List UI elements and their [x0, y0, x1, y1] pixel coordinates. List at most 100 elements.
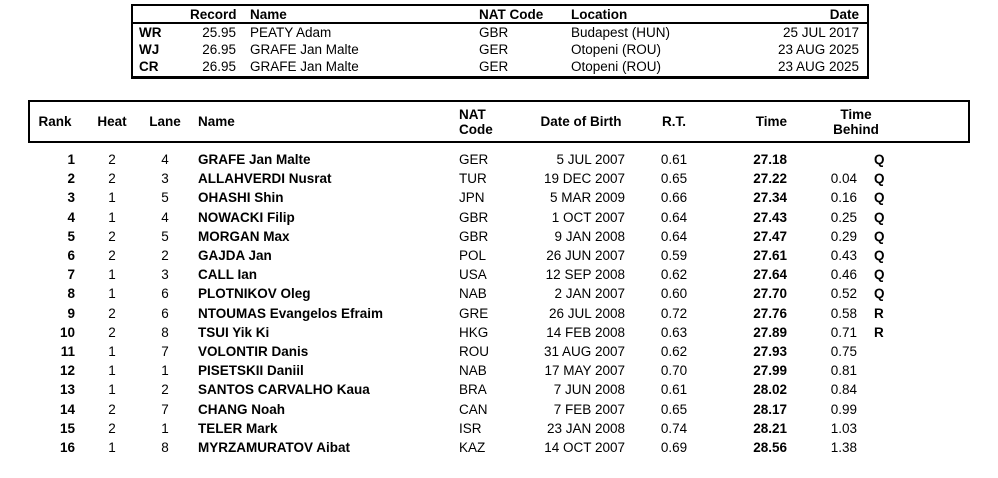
records-table: Record Name NAT Code Location Date WR 25… — [133, 6, 867, 76]
lane-cell: 7 — [161, 343, 169, 359]
filler-cell — [902, 304, 968, 323]
time-behind-cell: 0.99 — [830, 401, 857, 417]
record-time-cell: 26.95 — [202, 41, 236, 57]
date-of-birth-cell: 12 SEP 2008 — [545, 267, 625, 283]
nat-code-cell: KAZ — [459, 439, 486, 455]
record-holder-cell: GRAFE Jan Malte — [250, 41, 359, 57]
heat-cell: 1 — [108, 363, 116, 379]
reaction-time-cell: 0.74 — [660, 420, 688, 436]
reaction-time-cell: 0.65 — [660, 171, 688, 187]
results-header-box: Rank Heat Lane Name NAT Code Date of Bir… — [28, 100, 970, 143]
heat-cell: 2 — [108, 401, 116, 417]
heat-cell: 2 — [108, 228, 116, 244]
qualification-cell: Q — [874, 286, 885, 302]
athlete-name-cell: PLOTNIKOV Oleg — [198, 286, 311, 302]
heat-cell: 1 — [108, 343, 116, 359]
filler-cell — [902, 419, 968, 438]
records-table-box: Record Name NAT Code Location Date WR 25… — [131, 4, 869, 79]
athlete-name-cell: TELER Mark — [198, 420, 278, 436]
time-behind-cell: 0.52 — [830, 286, 857, 302]
reaction-time-cell: 0.61 — [660, 382, 688, 398]
time-header: Time — [755, 114, 787, 129]
record-type-header — [133, 6, 190, 24]
reaction-time-cell: 0.70 — [660, 363, 688, 379]
qualification-cell — [862, 361, 902, 380]
time-behind-cell: 1.38 — [830, 439, 857, 455]
time-cell: 28.21 — [753, 420, 787, 436]
date-of-birth-cell: 26 JUL 2008 — [548, 305, 625, 321]
lane-cell: 7 — [161, 401, 169, 417]
reaction-time-cell: 0.60 — [660, 286, 688, 302]
lane-cell: 3 — [161, 267, 169, 283]
rank-cell: 1 — [67, 152, 75, 168]
heat-cell: 1 — [108, 209, 116, 225]
time-behind-cell: 0.43 — [830, 248, 857, 264]
filler-cell — [902, 150, 968, 169]
lane-cell: 4 — [161, 152, 169, 168]
reaction-time-cell: 0.63 — [660, 324, 688, 340]
time-behind-cell: 0.71 — [830, 324, 857, 340]
qualification-cell: Q — [874, 152, 885, 168]
time-behind-cell: 0.16 — [830, 190, 857, 206]
heat-cell: 2 — [108, 152, 116, 168]
heat-cell: 1 — [108, 190, 116, 206]
record-nat-code-header: NAT Code — [477, 6, 570, 24]
athlete-name-cell: MYRZAMURATOV Aibat — [198, 439, 350, 455]
lane-cell: 2 — [161, 382, 169, 398]
rank-cell: 4 — [67, 209, 75, 225]
table-row: 12 1 1 PISETSKII Daniil NAB 17 MAY 2007 … — [30, 361, 968, 380]
results-header-row: Rank Heat Lane Name NAT Code Date of Bir… — [30, 102, 968, 141]
heat-cell: 2 — [108, 171, 116, 187]
time-cell: 28.56 — [753, 439, 787, 455]
rank-cell: 12 — [59, 363, 75, 379]
table-row: 2 2 3 ALLAHVERDI Nusrat TUR 19 DEC 2007 … — [30, 169, 968, 188]
qualification-cell — [862, 438, 902, 457]
table-row: 7 1 3 CALL Ian USA 12 SEP 2008 0.62 27.6… — [30, 265, 968, 284]
time-cell: 27.18 — [753, 152, 787, 168]
date-of-birth-cell: 7 FEB 2007 — [553, 401, 625, 417]
filler-cell — [902, 438, 968, 457]
rank-cell: 15 — [59, 420, 75, 436]
table-row: 16 1 8 MYRZAMURATOV Aibat KAZ 14 OCT 200… — [30, 438, 968, 457]
lane-cell: 6 — [161, 305, 169, 321]
record-holder-cell: PEATY Adam — [250, 24, 332, 40]
heat-cell: 1 — [108, 439, 116, 455]
lane-cell: 8 — [161, 439, 169, 455]
table-row: 11 1 7 VOLONTIR Danis ROU 31 AUG 2007 0.… — [30, 342, 968, 361]
date-of-birth-cell: 26 JUN 2007 — [546, 248, 625, 264]
nat-code-cell: USA — [459, 267, 487, 283]
time-behind-cell: 0.84 — [830, 382, 857, 398]
nat-code-header: NAT Code — [459, 106, 493, 137]
nat-code-cell: GBR — [459, 209, 489, 225]
lane-cell: 3 — [161, 171, 169, 187]
nat-code-cell: GER — [459, 152, 489, 168]
athlete-name-cell: SANTOS CARVALHO Kaua — [198, 382, 370, 398]
qualification-cell: Q — [874, 228, 885, 244]
athlete-name-cell: NTOUMAS Evangelos Efraim — [198, 305, 384, 321]
rank-cell: 14 — [59, 401, 75, 417]
table-row: 13 1 2 SANTOS CARVALHO Kaua BRA 7 JUN 20… — [30, 380, 968, 399]
time-cell: 27.61 — [753, 248, 787, 264]
qualification-cell — [862, 380, 902, 399]
records-header-row: Record Name NAT Code Location Date — [133, 6, 867, 24]
rank-header: Rank — [38, 114, 72, 129]
record-nat-cell: GER — [479, 41, 509, 57]
time-behind-header: Time Behind — [833, 106, 879, 137]
time-cell: 27.76 — [753, 305, 787, 321]
time-behind-cell: 0.25 — [830, 209, 857, 225]
table-row: 8 1 6 PLOTNIKOV Oleg NAB 2 JAN 2007 0.60… — [30, 284, 968, 303]
time-cell: 27.22 — [753, 171, 787, 187]
record-location-header: Location — [570, 6, 730, 24]
rank-cell: 10 — [59, 324, 75, 340]
nat-code-cell: NAB — [459, 363, 487, 379]
table-row: 9 2 6 NTOUMAS Evangelos Efraim GRE 26 JU… — [30, 304, 968, 323]
time-behind-cell — [790, 150, 862, 169]
filler-cell — [902, 323, 968, 342]
athlete-name-cell: CHANG Noah — [198, 401, 285, 417]
reaction-time-cell: 0.65 — [660, 401, 688, 417]
time-behind-cell: 0.58 — [830, 305, 857, 321]
lane-cell: 6 — [161, 286, 169, 302]
record-type-cell: WJ — [139, 41, 160, 57]
record-name-header: Name — [241, 6, 477, 24]
date-of-birth-cell: 14 OCT 2007 — [544, 439, 625, 455]
